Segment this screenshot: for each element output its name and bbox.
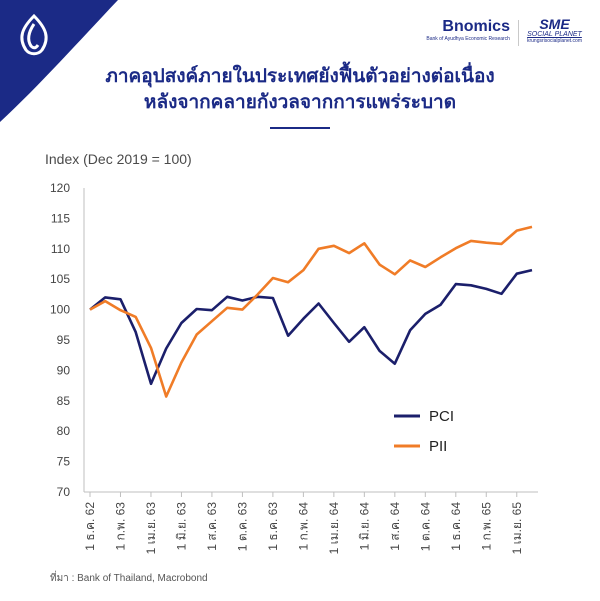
- y-tick-label: 85: [57, 394, 71, 408]
- brand-corner-graphic: [0, 0, 118, 122]
- y-tick-label: 120: [50, 181, 70, 195]
- brand-logos: Bnomics Bank of Ayudhya Economic Researc…: [426, 16, 582, 46]
- x-tick-label: 1 มิ.ย. 64: [357, 502, 371, 551]
- y-tick-label: 95: [57, 333, 71, 347]
- x-tick-label: 1 ส.ค. 64: [388, 502, 402, 551]
- sme-name: SME: [539, 16, 570, 32]
- title-underline: [270, 127, 330, 129]
- x-tick-label: 1 มิ.ย. 63: [174, 502, 188, 551]
- bnomics-name: Bnomics: [442, 18, 510, 35]
- x-tick-label: 1 ธ.ค. 62: [83, 502, 97, 551]
- series-line-pci: [89, 268, 533, 386]
- source-note: ที่มา : Bank of Thailand, Macrobond: [50, 573, 208, 584]
- x-tick-label: 1 ต.ค. 64: [418, 502, 432, 552]
- brand-divider: [517, 20, 519, 46]
- sme-subtitle: SOCIAL PLANET: [527, 31, 582, 38]
- x-tick-label: 1 ธ.ค. 63: [266, 502, 280, 551]
- y-tick-label: 115: [51, 211, 70, 225]
- x-tick-label: 1 ส.ค. 63: [205, 502, 219, 551]
- y-tick-label: 70: [57, 485, 71, 499]
- y-tick-label: 90: [57, 363, 71, 377]
- x-tick-label: 1 เม.ย. 63: [144, 502, 158, 555]
- y-axis-label: Index (Dec 2019 = 100): [45, 151, 192, 167]
- series-line-pii: [89, 225, 533, 398]
- y-tick-label: 105: [50, 272, 70, 286]
- bnomics-logo: Bnomics Bank of Ayudhya Economic Researc…: [426, 18, 510, 42]
- y-tick-label: 100: [50, 303, 70, 317]
- x-tick-label: 1 ก.พ. 63: [113, 502, 127, 551]
- y-tick-label: 80: [57, 424, 71, 438]
- bnomics-tagline: Bank of Ayudhya Economic Research: [426, 36, 510, 42]
- x-tick-label: 1 ต.ค. 63: [235, 502, 249, 552]
- sme-logo: SME SOCIAL PLANET krungsrisocialplanet.c…: [526, 16, 582, 44]
- x-tick-label: 1 ก.พ. 65: [479, 502, 493, 551]
- x-tick-label: 1 ธ.ค. 64: [449, 502, 463, 551]
- chart-title-line-1: ภาคอุปสงค์ภายในประเทศยังฟื้นตัวอย่างต่อเ…: [105, 66, 495, 87]
- x-tick-label: 1 ก.พ. 64: [296, 502, 310, 551]
- y-tick-label: 110: [51, 242, 70, 256]
- x-tick-label: 1 เม.ย. 65: [510, 502, 524, 555]
- logo-icon: [20, 13, 48, 56]
- legend-label-pci: PCI: [429, 408, 454, 425]
- y-tick-label: 75: [57, 455, 71, 469]
- chart-title: ภาคอุปสงค์ภายในประเทศยังฟื้นตัวอย่างต่อเ…: [0, 64, 600, 116]
- x-tick-label: 1 เม.ย. 64: [327, 502, 341, 555]
- legend-label-pii: PII: [429, 438, 447, 455]
- chart-title-line-2: หลังจากคลายกังวลจากการแพร่ระบาด: [143, 92, 457, 113]
- sme-url: krungsrisocialplanet.com: [526, 38, 582, 44]
